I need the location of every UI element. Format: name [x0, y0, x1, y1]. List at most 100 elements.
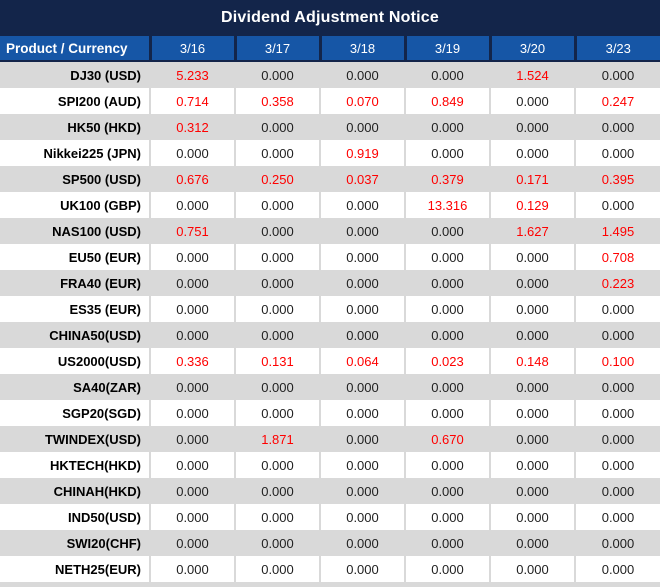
dividend-value-cell: 0.000	[235, 400, 321, 426]
dividend-value-cell: 0.000	[405, 322, 491, 348]
dividend-value-cell: 0.000	[235, 478, 321, 504]
column-header-date: 3/23	[573, 36, 660, 62]
dividend-value-cell: 0.000	[490, 88, 576, 114]
table-row: CHINAH(HKD) 0.000 0.000 0.000 0.000 0.000 0.00…	[0, 478, 660, 504]
dividend-value-cell: 0.000	[490, 452, 576, 478]
table-row: DJ30 (USD) 5.233 0.000 0.000 0.000 1.524 0.000	[0, 61, 660, 88]
dividend-value-cell: 0.250	[235, 166, 321, 192]
dividend-value-cell: 0.000	[320, 192, 406, 218]
dividend-value-cell: 0.000	[235, 374, 321, 400]
table-row: SGP20(SGD) 0.000 0.000 0.000 0.000 0.000 0.000	[0, 400, 660, 426]
column-header-date: 3/17	[233, 36, 320, 62]
dividend-value-cell: 0.000	[575, 374, 660, 400]
product-cell: ES35 (EUR)	[0, 296, 151, 322]
dividend-value-cell: 0.379	[405, 166, 491, 192]
dividend-value-cell: 0.000	[490, 244, 576, 270]
dividend-value-cell: 0.000	[320, 61, 406, 88]
dividend-value-cell: 0.358	[235, 88, 321, 114]
partial-next-row	[0, 582, 660, 587]
dividend-value-cell: 0.000	[490, 140, 576, 166]
dividend-value-cell: 0.000	[405, 296, 491, 322]
dividend-value-cell: 0.000	[490, 374, 576, 400]
dividend-value-cell: 0.000	[575, 556, 660, 582]
dividend-value-cell: 0.000	[490, 426, 576, 452]
table-row: EU50 (EUR) 0.000 0.000 0.000 0.000 0.000 0.708	[0, 244, 660, 270]
product-cell: EU50 (EUR)	[0, 244, 151, 270]
dividend-value-cell: 0.000	[575, 61, 660, 88]
table-row: SA40(ZAR) 0.000 0.000 0.000 0.000 0.000 0.000	[0, 374, 660, 400]
dividend-value-cell: 0.000	[235, 296, 321, 322]
dividend-value-cell: 0.919	[320, 140, 406, 166]
column-header-date: 3/18	[318, 36, 405, 62]
dividend-value-cell: 0.000	[405, 400, 491, 426]
dividend-value-cell: 0.000	[405, 452, 491, 478]
dividend-value-cell: 0.000	[320, 400, 406, 426]
dividend-value-cell: 0.000	[490, 556, 576, 582]
dividend-value-cell: 1.627	[490, 218, 576, 244]
dividend-value-cell: 0.000	[320, 426, 406, 452]
dividend-value-cell: 0.676	[150, 166, 236, 192]
product-cell: SGP20(SGD)	[0, 400, 151, 426]
table-row: SWI20(CHF) 0.000 0.000 0.000 0.000 0.000 0.000	[0, 530, 660, 556]
product-cell: CHINA50(USD)	[0, 322, 151, 348]
dividend-value-cell: 0.000	[575, 296, 660, 322]
dividend-value-cell: 0.000	[575, 192, 660, 218]
dividend-value-cell: 0.037	[320, 166, 406, 192]
dividend-value-cell: 0.000	[320, 374, 406, 400]
dividend-value-cell: 0.000	[235, 140, 321, 166]
table-row: Nikkei225 (JPN) 0.000 0.000 0.919 0.000 0.000…	[0, 140, 660, 166]
dividend-value-cell: 0.000	[320, 478, 406, 504]
dividend-value-cell: 0.000	[575, 114, 660, 140]
product-cell: SA40(ZAR)	[0, 374, 151, 400]
dividend-value-cell: 0.000	[235, 192, 321, 218]
column-header-date: 3/16	[148, 36, 235, 62]
dividend-value-cell: 0.000	[235, 114, 321, 140]
product-cell: NAS100 (USD)	[0, 218, 151, 244]
dividend-value-cell: 0.670	[405, 426, 491, 452]
dividend-value-cell: 0.064	[320, 348, 406, 374]
dividend-value-cell: 0.708	[575, 244, 660, 270]
dividend-value-cell: 0.000	[405, 530, 491, 556]
dividend-value-cell: 0.000	[235, 530, 321, 556]
product-cell: SPI200 (AUD)	[0, 88, 151, 114]
dividend-value-cell: 0.000	[150, 322, 236, 348]
dividend-value-cell: 0.000	[150, 140, 236, 166]
dividend-value-cell: 0.751	[150, 218, 236, 244]
dividend-value-cell: 0.100	[575, 348, 660, 374]
product-cell: CHINAH(HKD)	[0, 478, 151, 504]
dividend-value-cell: 0.223	[575, 270, 660, 296]
dividend-value-cell: 0.000	[235, 504, 321, 530]
dividend-value-cell: 0.000	[405, 140, 491, 166]
dividend-value-cell: 0.148	[490, 348, 576, 374]
dividend-value-cell: 1.871	[235, 426, 321, 452]
dividend-value-cell: 0.000	[575, 504, 660, 530]
dividend-value-cell: 0.000	[235, 218, 321, 244]
product-cell: DJ30 (USD)	[0, 61, 151, 88]
product-cell: FRA40 (EUR)	[0, 270, 151, 296]
dividend-value-cell: 1.495	[575, 218, 660, 244]
table-row: HKTECH(HKD) 0.000 0.000 0.000 0.000 0.000 0.00…	[0, 452, 660, 478]
dividend-value-cell: 0.000	[575, 452, 660, 478]
dividend-value-cell: 0.395	[575, 166, 660, 192]
dividend-value-cell: 0.000	[320, 270, 406, 296]
dividend-value-cell: 0.000	[490, 504, 576, 530]
dividend-value-cell: 0.000	[320, 114, 406, 140]
table-row: NAS100 (USD) 0.751 0.000 0.000 0.000 1.627 1.4…	[0, 218, 660, 244]
dividend-value-cell: 0.000	[235, 556, 321, 582]
dividend-table: Product / Currency 3/16 3/17 3/18 3/19 3/20 3/…	[0, 36, 660, 582]
dividend-value-cell: 0.000	[235, 270, 321, 296]
dividend-value-cell: 0.000	[235, 244, 321, 270]
dividend-value-cell: 0.000	[150, 374, 236, 400]
dividend-value-cell: 0.131	[235, 348, 321, 374]
dividend-value-cell: 0.000	[150, 556, 236, 582]
product-cell: NETH25(EUR)	[0, 556, 151, 582]
dividend-value-cell: 0.000	[320, 322, 406, 348]
product-cell: IND50(USD)	[0, 504, 151, 530]
table-row: CHINA50(USD) 0.000 0.000 0.000 0.000 0.000 0.0…	[0, 322, 660, 348]
table-row: FRA40 (EUR) 0.000 0.000 0.000 0.000 0.000 0.22…	[0, 270, 660, 296]
dividend-value-cell: 0.000	[490, 296, 576, 322]
dividend-value-cell: 0.000	[575, 140, 660, 166]
dividend-value-cell: 0.000	[150, 296, 236, 322]
dividend-value-cell: 0.312	[150, 114, 236, 140]
title-bar: Dividend Adjustment Notice	[0, 0, 660, 36]
